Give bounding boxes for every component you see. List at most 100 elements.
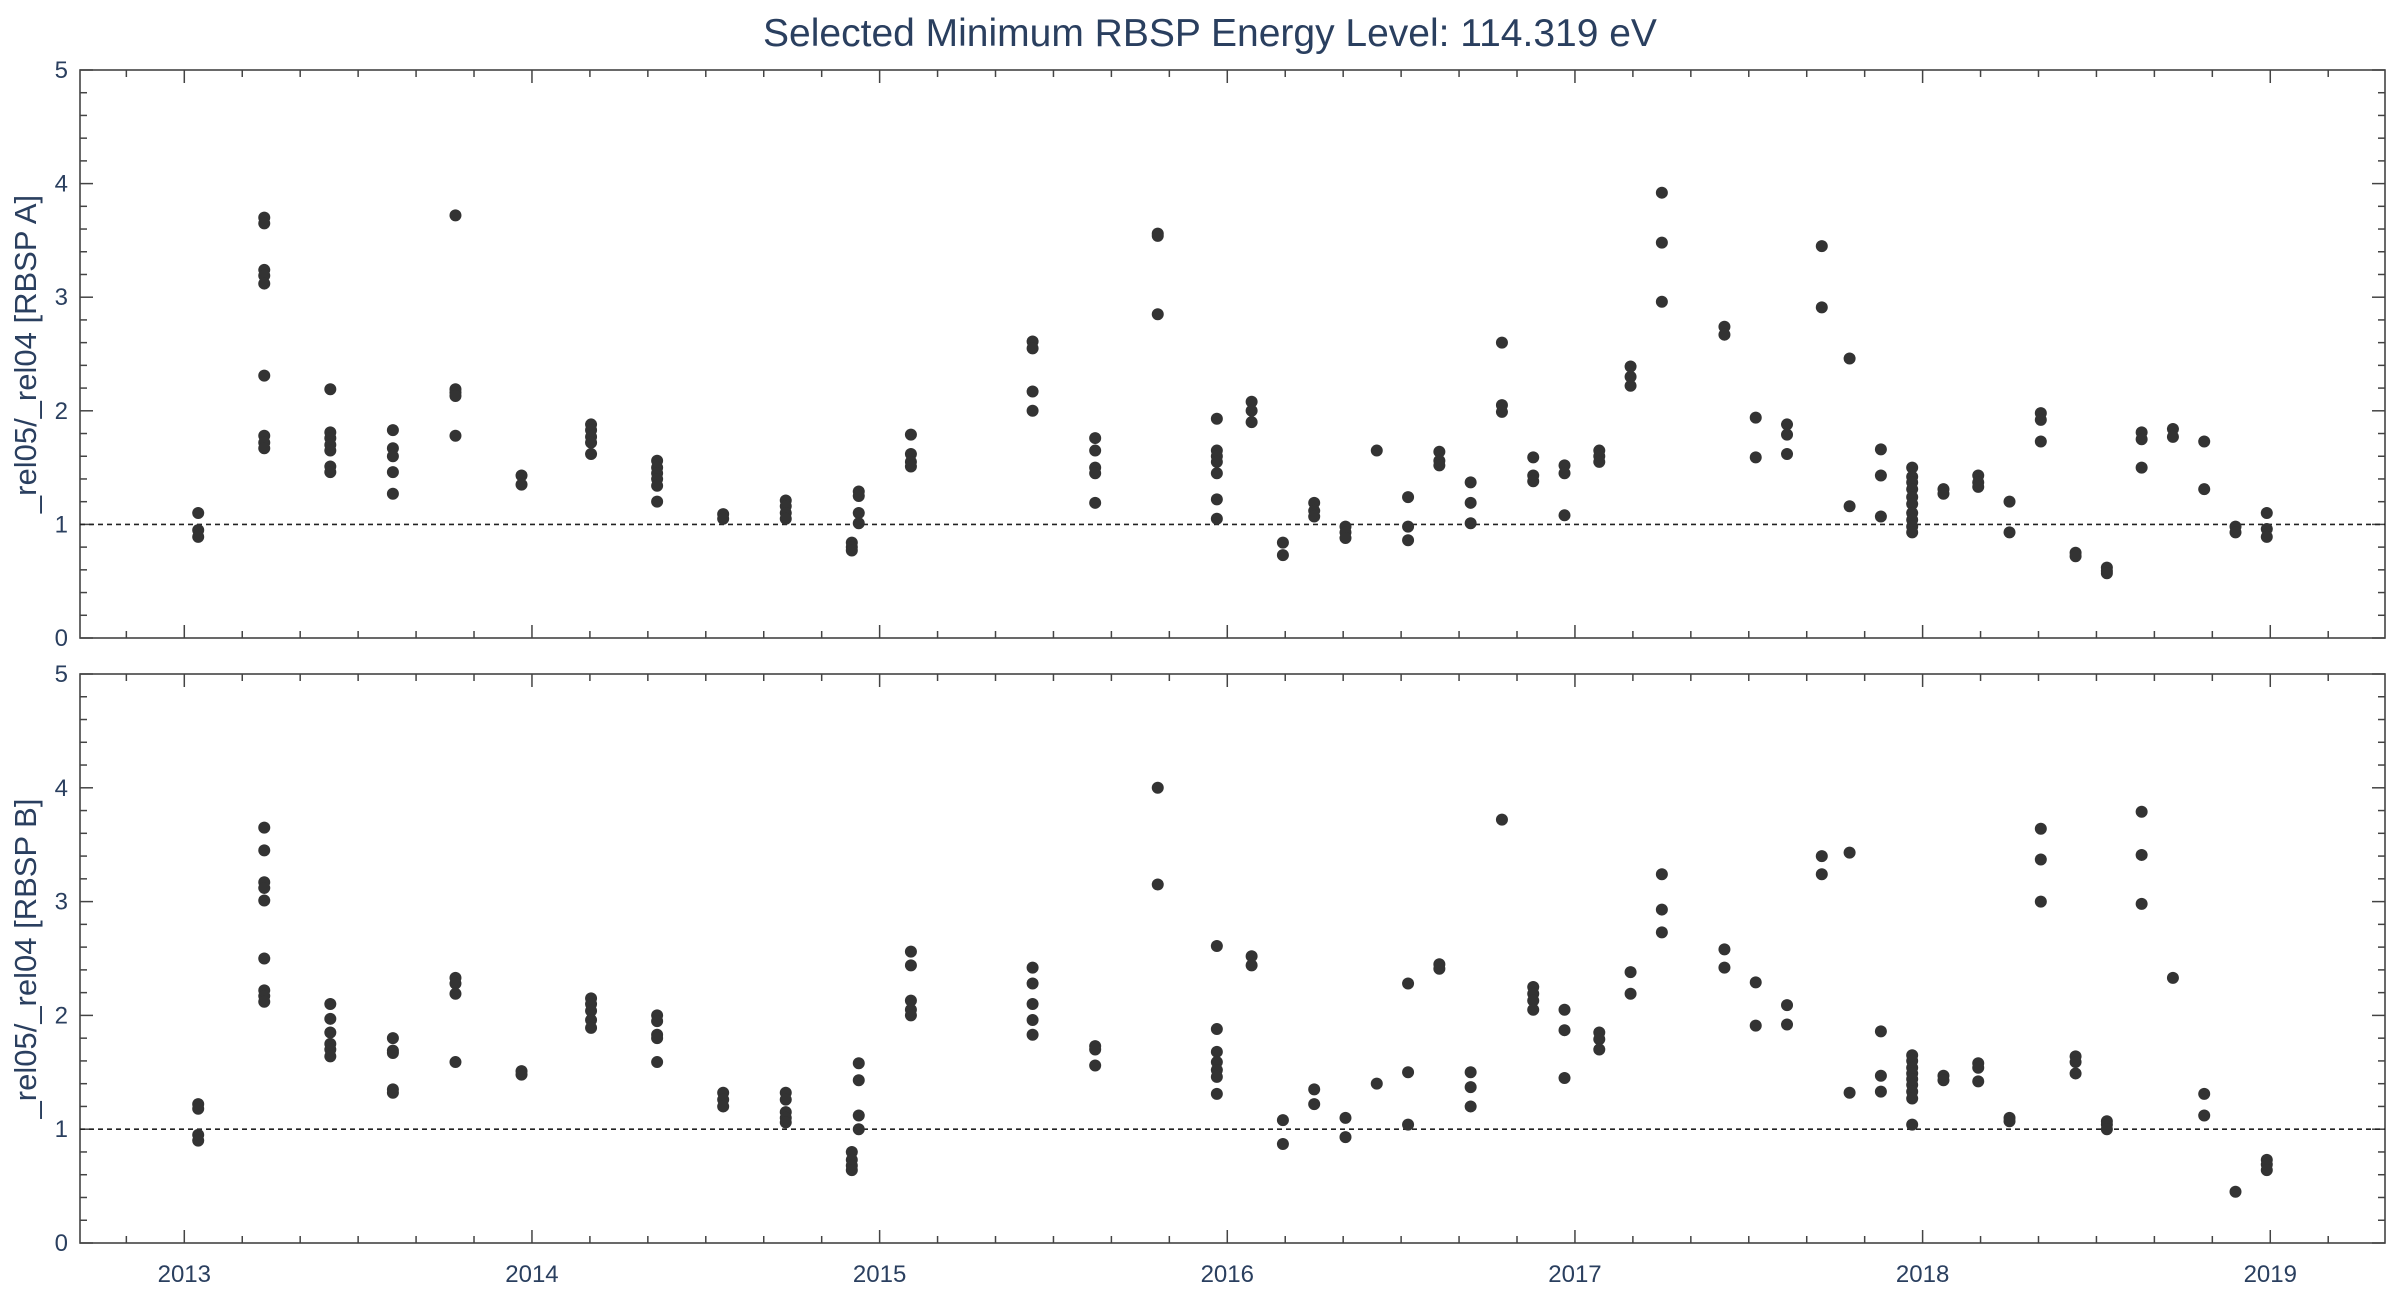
data-point [1906,526,1919,539]
data-point [852,1057,865,1070]
y-axis-label: _rel05/_rel04 [RBSP B] [8,799,43,1120]
data-point [1495,405,1508,418]
data-point [1402,1118,1415,1131]
data-point [1718,943,1731,956]
data-point [1781,428,1794,441]
data-point [651,1015,664,1028]
chart-title: Selected Minimum RBSP Energy Level: 114.… [763,12,1657,55]
data-point [1464,476,1477,489]
data-point [1402,520,1415,533]
data-point [1089,444,1102,457]
data-point [258,881,271,894]
data-point [324,466,337,479]
data-point [258,442,271,455]
y-tick-label: 0 [55,1230,68,1257]
data-point [258,369,271,382]
data-point [1781,447,1794,460]
data-point [1718,961,1731,974]
data-point [1276,549,1289,562]
data-point [1815,240,1828,253]
data-point [1151,308,1164,321]
data-point [1464,1100,1477,1113]
data-point [779,1116,792,1129]
data-point [258,217,271,230]
panel-2: 0 1 2 3 4 5 2013 2014 2015 2016 2017 2018 2019 _rel05… [8,661,2386,1288]
y-tick-label: 0 [55,625,68,652]
data-point [845,544,858,557]
data-point [1339,1131,1352,1144]
data-point [1370,444,1383,457]
data-point [515,478,528,491]
data-point [324,1026,337,1039]
y-tick-label: 2 [55,1002,68,1029]
data-point [1527,451,1540,464]
data-point [1972,480,1985,493]
data-point [1276,1137,1289,1150]
data-point [1464,517,1477,530]
data-point [1464,1066,1477,1079]
data-point [904,1009,917,1022]
data-point [2069,1056,2082,1069]
data-point [1874,443,1887,456]
data-point [386,1032,399,1045]
data-point [1781,418,1794,431]
data-point [852,507,865,520]
data-point [1464,1081,1477,1094]
data-point [1843,500,1856,513]
data-point [1308,1083,1321,1096]
data-point [449,1056,462,1069]
data-point [258,844,271,857]
data-point [1906,1118,1919,1131]
data-point [1655,186,1668,199]
data-point [2198,1109,2211,1122]
data-point [386,450,399,463]
data-point [904,994,917,1007]
data-point [585,1021,598,1034]
data-point [2003,526,2016,539]
data-point [1655,903,1668,916]
plot-frame [79,69,2386,639]
y-tick-label: 1 [55,511,68,538]
data-point [1210,939,1223,952]
data-point [1843,1086,1856,1099]
data-point [845,1164,858,1177]
data-point [192,507,205,520]
data-point [1558,467,1571,480]
data-point [2034,413,2047,426]
data-point [192,530,205,543]
data-point [2198,483,2211,496]
data-point [1464,496,1477,509]
data-point [2003,495,2016,508]
data-point [1370,1077,1383,1090]
data-point [585,1004,598,1017]
data-point [2135,461,2148,474]
data-point [852,1123,865,1136]
data-point [1624,379,1637,392]
data-point [1245,404,1258,417]
data-point [1749,976,1762,989]
data-point [258,894,271,907]
x-tick-label: 2015 [853,1261,906,1288]
y-tick-label: 4 [55,775,68,802]
data-point [585,447,598,460]
data-point [852,490,865,502]
data-point [1906,1092,1919,1105]
data-point [2135,848,2148,861]
data-point [1210,1023,1223,1036]
data-point [1210,1087,1223,1100]
x-tick-label: 2016 [1201,1261,1254,1288]
data-point [1624,360,1637,373]
data-point [1906,461,1919,474]
data-point [2034,853,2047,866]
data-point [1339,532,1352,545]
data-point [1402,534,1415,547]
data-point [1210,467,1223,480]
data-point [1402,977,1415,990]
data-point [324,383,337,396]
data-point [1245,395,1258,408]
data-point [1624,966,1637,979]
data-point [2198,1087,2211,1100]
data-point [651,1056,664,1069]
data-point [1906,497,1919,510]
